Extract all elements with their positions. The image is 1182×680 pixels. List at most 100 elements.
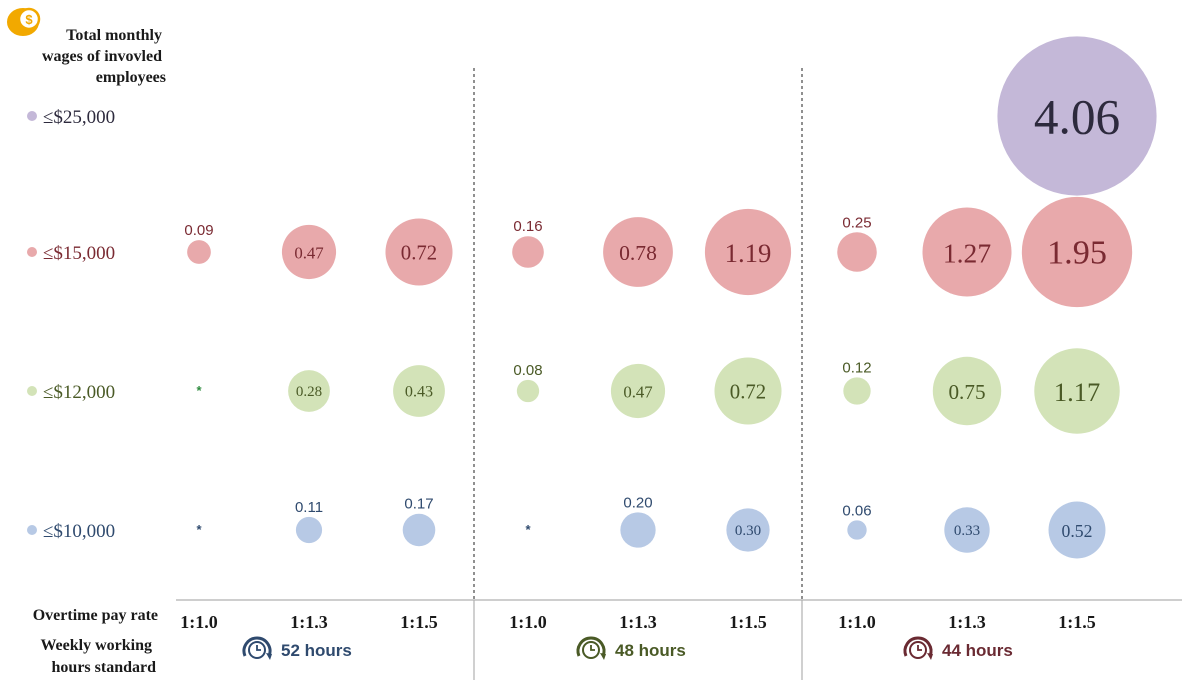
bubble-point: 0.20 bbox=[620, 494, 656, 548]
rate-label: 1:1.0 bbox=[838, 612, 876, 632]
bubble bbox=[704, 208, 792, 296]
bubble bbox=[837, 232, 877, 272]
legend-label: ≤$25,000 bbox=[43, 107, 115, 128]
data-label: 0.72 bbox=[401, 242, 437, 265]
bubble-point: 0.08 bbox=[513, 362, 543, 403]
legend-title-line: Total monthly bbox=[66, 27, 162, 44]
clock-icon bbox=[576, 636, 606, 660]
data-label: 0.52 bbox=[1062, 521, 1093, 541]
rate-label: 1:1.3 bbox=[619, 612, 657, 632]
bubble-point: 1.17 bbox=[1034, 348, 1120, 434]
data-label: 0.30 bbox=[735, 523, 761, 539]
legend-row-0: ≤$25,000 bbox=[27, 107, 115, 128]
data-label: 0.11 bbox=[295, 499, 323, 516]
bubble bbox=[922, 207, 1012, 297]
data-label: 0.72 bbox=[730, 381, 766, 404]
legend-title-line: wages of invovled bbox=[42, 48, 162, 65]
bubble-point: 4.06 bbox=[997, 36, 1157, 196]
data-label: 0.09 bbox=[184, 222, 213, 239]
data-label: 0.43 bbox=[405, 384, 433, 401]
bubble-point: 0.75 bbox=[932, 356, 1002, 426]
legend-row-3: ≤$10,000 bbox=[27, 521, 115, 542]
bubble-point: * bbox=[525, 522, 531, 537]
svg-text:$: $ bbox=[25, 12, 33, 27]
data-label: 4.06 bbox=[1034, 90, 1120, 145]
group-label-2: 44 hours bbox=[903, 636, 1013, 660]
bubble-point: 0.06 bbox=[842, 502, 872, 540]
bubble-point: 0.28 bbox=[288, 370, 330, 412]
bubble-point: 0.11 bbox=[295, 499, 323, 544]
data-label: 0.28 bbox=[296, 384, 322, 400]
bubble-point: 1.27 bbox=[922, 207, 1012, 297]
legend-row-1: ≤$15,000 bbox=[27, 243, 115, 264]
group-separators bbox=[473, 68, 803, 680]
rate-label: 1:1.3 bbox=[948, 612, 986, 632]
data-label: 0.75 bbox=[948, 380, 985, 404]
bubble-point: 0.33 bbox=[944, 507, 990, 553]
bubble bbox=[1034, 348, 1120, 434]
bubble bbox=[281, 224, 337, 280]
bubble bbox=[385, 218, 453, 286]
bubble-point: 0.47 bbox=[281, 224, 337, 280]
bubble bbox=[714, 357, 782, 425]
dollar-coin-icon: $ bbox=[7, 7, 41, 36]
bubble bbox=[1048, 501, 1106, 559]
data-label: 0.20 bbox=[623, 494, 652, 511]
bubble-point: 0.30 bbox=[726, 508, 770, 552]
bubble bbox=[932, 356, 1002, 426]
data-label: 0.33 bbox=[954, 523, 980, 539]
bubble bbox=[402, 513, 436, 547]
data-label: 0.08 bbox=[513, 362, 542, 379]
bubble-point: 0.12 bbox=[842, 359, 872, 405]
bubble-point: 0.47 bbox=[610, 363, 666, 419]
bubble-point: 1.95 bbox=[1021, 196, 1133, 308]
clock-icon bbox=[242, 636, 272, 660]
overtime-axis-title: Overtime pay rate bbox=[33, 607, 158, 624]
rate-labels: 1:1.0 1:1.3 1:1.5 1:1.0 1:1.3 1:1.5 1:1.0 1:1.3… bbox=[180, 612, 1096, 632]
bubble-point: 0.72 bbox=[714, 357, 782, 425]
weekly-axis-title-line: hours standard bbox=[52, 659, 157, 676]
group-labels: 52 hours 48 hours 44 hours bbox=[242, 636, 1013, 660]
data-label: 0.06 bbox=[842, 502, 871, 519]
weekly-axis-title: Weekly working hours standard bbox=[40, 637, 156, 676]
legend-label: ≤$10,000 bbox=[43, 521, 115, 542]
row-labels: ≤$25,000 ≤$15,000 ≤$12,000 ≤$10,000 bbox=[27, 107, 115, 542]
zero-marker: * bbox=[196, 383, 202, 398]
legend-label: ≤$15,000 bbox=[43, 243, 115, 264]
bubble bbox=[603, 217, 673, 287]
data-label: 1.27 bbox=[943, 238, 991, 269]
bubble-point: 0.17 bbox=[402, 496, 436, 547]
bubble-point: 1.19 bbox=[704, 208, 792, 296]
bubble bbox=[187, 240, 211, 264]
group-label: 52 hours bbox=[281, 641, 352, 660]
bubble-point: * bbox=[196, 522, 202, 537]
rate-label: 1:1.5 bbox=[729, 612, 767, 632]
bubble bbox=[726, 508, 770, 552]
bubble-point: 0.16 bbox=[512, 218, 544, 268]
data-label: 0.12 bbox=[842, 359, 871, 376]
group-label: 48 hours bbox=[615, 641, 686, 660]
bubble bbox=[843, 377, 871, 405]
bubble-point: * bbox=[196, 383, 202, 398]
bubble-point: 0.72 bbox=[385, 218, 453, 286]
bubble bbox=[944, 507, 990, 553]
group-label-1: 48 hours bbox=[576, 636, 686, 660]
zero-marker: * bbox=[196, 522, 202, 537]
bubble bbox=[295, 516, 323, 544]
bubble bbox=[393, 365, 445, 417]
legend-marker bbox=[27, 525, 37, 535]
data-label: 0.17 bbox=[404, 496, 433, 513]
bubble-point: 0.43 bbox=[393, 365, 445, 417]
bubble bbox=[610, 363, 666, 419]
bubble-point: 0.52 bbox=[1048, 501, 1106, 559]
rate-label: 1:1.0 bbox=[180, 612, 218, 632]
bubble bbox=[288, 370, 330, 412]
data-label: 0.47 bbox=[623, 383, 652, 402]
bubbles: 0.09 0.47 0.72 0.16 0.78 1.19 0.25 1.27 1.95 * 0.2… bbox=[184, 36, 1157, 559]
group-label-0: 52 hours bbox=[242, 636, 352, 660]
zero-marker: * bbox=[525, 522, 531, 537]
group-label: 44 hours bbox=[942, 641, 1013, 660]
legend-marker bbox=[27, 247, 37, 257]
data-label: 0.25 bbox=[842, 214, 871, 231]
